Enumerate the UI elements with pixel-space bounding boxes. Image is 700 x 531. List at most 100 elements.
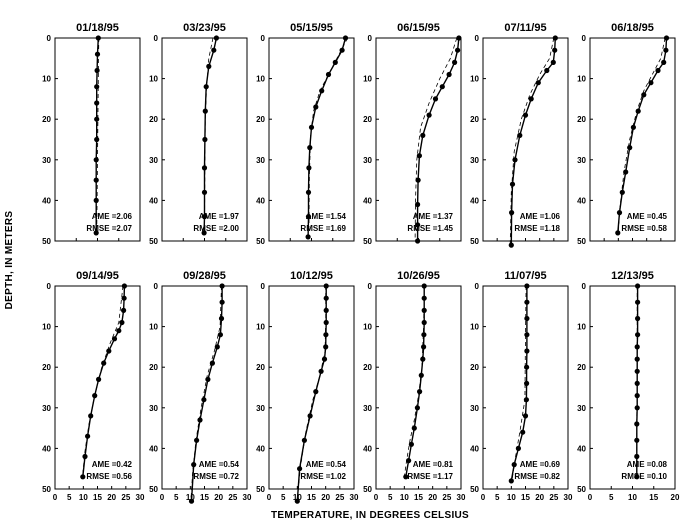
x-tick-label: 0 — [481, 493, 486, 502]
measured-point — [544, 67, 550, 74]
y-tick-label: 0 — [475, 282, 480, 291]
x-tick-label: 0 — [267, 493, 272, 502]
y-tick-label: 20 — [42, 115, 51, 124]
y-tick-label: 30 — [470, 156, 479, 165]
measured-point — [421, 344, 427, 350]
simulated-profile-line — [204, 37, 214, 233]
measured-point — [82, 453, 88, 460]
measured-point — [619, 189, 625, 195]
measured-point — [446, 71, 452, 78]
measured-point — [325, 71, 332, 78]
measured-point — [661, 59, 667, 65]
error-statistic-label: RMSE =2.07 — [86, 224, 132, 233]
panel-frame — [268, 285, 355, 490]
x-tick-label: 10 — [186, 493, 195, 502]
measured-point — [524, 364, 530, 370]
measured-point — [511, 462, 517, 468]
panel-title: 12/13/95 — [611, 270, 654, 282]
error-statistic-label: AME =2.06 — [92, 212, 133, 221]
measured-point — [634, 380, 640, 386]
measured-point — [408, 441, 414, 447]
measured-profile-line — [190, 286, 223, 502]
measured-point — [524, 315, 530, 322]
measured-point — [201, 165, 208, 171]
y-tick-label: 20 — [256, 363, 265, 372]
panel-title: 06/18/95 — [611, 22, 654, 34]
x-tick-label: 20 — [535, 493, 544, 502]
measured-point — [323, 307, 329, 313]
measured-point — [116, 328, 122, 334]
measured-point — [635, 332, 641, 338]
measured-point — [417, 389, 423, 395]
panel-title: 09/14/95 — [76, 270, 119, 282]
x-tick-label: 20 — [107, 493, 116, 502]
measured-point — [550, 59, 556, 65]
error-statistic-label: RMSE =1.17 — [407, 472, 453, 481]
measured-point — [188, 498, 195, 504]
measured-point — [197, 417, 203, 423]
measured-point — [432, 96, 439, 102]
x-tick-label: 15 — [200, 493, 209, 502]
measured-point — [219, 283, 225, 289]
measured-point — [323, 283, 329, 289]
y-tick-label: 50 — [363, 485, 372, 494]
panel-title: 11/07/95 — [504, 270, 546, 282]
x-tick-label: 10 — [79, 493, 88, 502]
measured-point — [323, 295, 329, 301]
y-tick-label: 20 — [149, 363, 158, 372]
y-tick-label: 0 — [261, 34, 266, 43]
x-tick-label: 15 — [521, 493, 530, 502]
measured-point — [211, 47, 217, 53]
error-statistic-label: RMSE =2.00 — [193, 224, 239, 233]
measured-point — [452, 59, 458, 65]
x-tick-label: 15 — [414, 493, 423, 502]
measured-point — [634, 421, 640, 427]
x-tick-label: 30 — [564, 493, 573, 502]
x-tick-label: 30 — [136, 493, 145, 502]
simulated-profile-line — [96, 37, 100, 233]
measured-profile-line — [416, 37, 460, 241]
measured-point — [414, 405, 420, 411]
y-tick-label: 10 — [149, 75, 158, 84]
simulated-profile-line — [82, 285, 124, 477]
y-tick-label: 30 — [577, 156, 586, 165]
profile-panel: 07/11/95 0 10 20 30 40 50 AME =1.06 RMSE =1.18 — [470, 22, 569, 248]
panel-frame — [589, 285, 676, 490]
measured-point — [305, 189, 312, 195]
measured-point — [191, 462, 197, 468]
x-tick-label: 15 — [649, 493, 658, 502]
y-tick-label: 40 — [470, 196, 479, 205]
x-tick-label: 15 — [307, 493, 316, 502]
measured-point — [522, 413, 529, 419]
profile-panel: 01/18/95 0 10 20 30 40 50 AME =2.06 RMSE =2.07 — [42, 22, 141, 246]
panel-frame — [161, 285, 248, 490]
y-tick-label: 0 — [368, 282, 373, 291]
y-tick-label: 30 — [256, 156, 265, 165]
error-statistic-label: RMSE =1.45 — [407, 224, 453, 233]
measured-point — [439, 84, 445, 90]
x-tick-label: 20 — [214, 493, 223, 502]
error-statistic-label: RMSE =1.69 — [300, 224, 346, 233]
measured-point — [214, 344, 220, 350]
measured-point — [415, 238, 421, 244]
y-tick-label: 10 — [256, 75, 265, 84]
x-tick-label: 25 — [442, 493, 451, 502]
x-tick-label: 5 — [388, 493, 393, 502]
simulated-profile-line — [403, 285, 425, 477]
y-tick-label: 20 — [149, 115, 158, 124]
y-tick-label: 10 — [363, 323, 372, 332]
y-tick-label: 40 — [470, 444, 479, 453]
measured-point — [512, 157, 518, 163]
x-tick-label: 25 — [549, 493, 558, 502]
panel-title: 01/18/95 — [76, 22, 119, 34]
measured-point — [201, 397, 207, 403]
measured-point — [416, 153, 422, 159]
measured-point — [201, 230, 207, 236]
x-tick-label: 5 — [609, 493, 614, 502]
measured-point — [520, 429, 526, 435]
